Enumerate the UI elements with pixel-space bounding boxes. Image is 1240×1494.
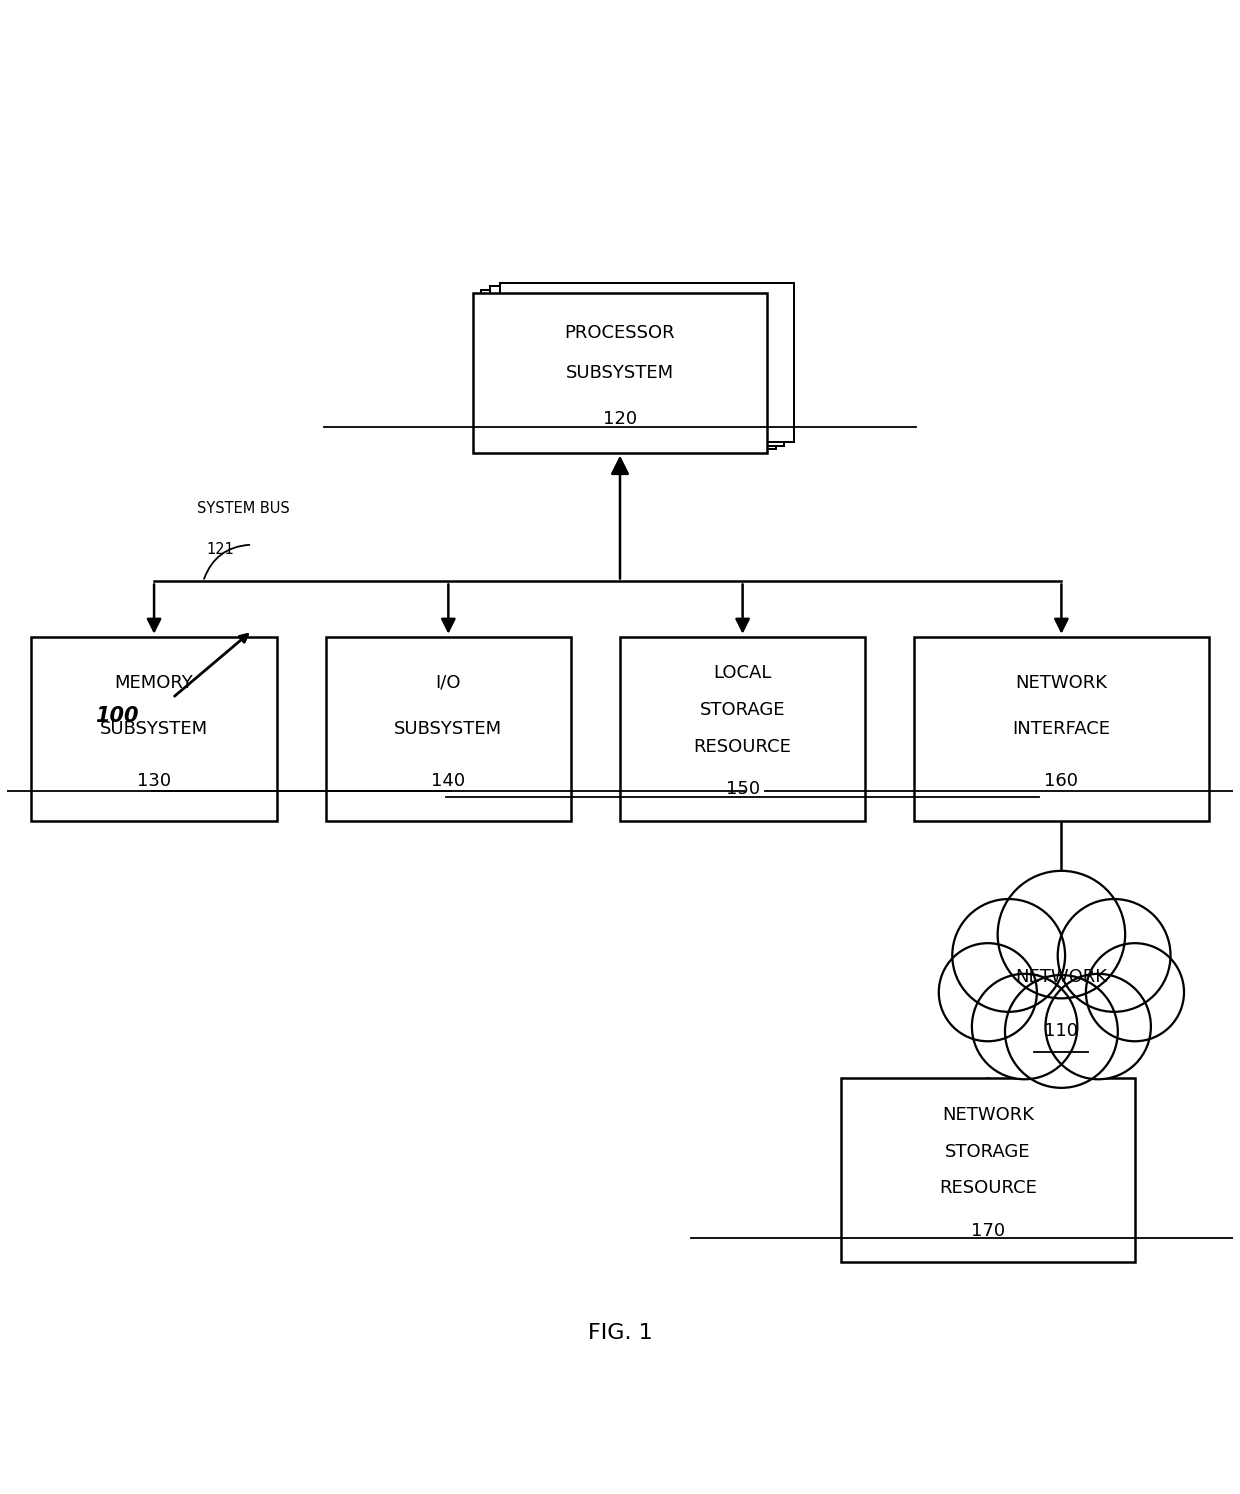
Text: STORAGE: STORAGE xyxy=(945,1143,1030,1161)
Text: SYSTEM BUS: SYSTEM BUS xyxy=(197,502,290,517)
Circle shape xyxy=(1045,974,1151,1079)
Bar xyxy=(914,636,1209,820)
Text: 170: 170 xyxy=(971,1222,1004,1240)
Bar xyxy=(500,282,794,442)
Text: STORAGE: STORAGE xyxy=(699,701,785,719)
Text: NETWORK: NETWORK xyxy=(942,1106,1034,1123)
Text: 150: 150 xyxy=(725,780,760,798)
Text: 121: 121 xyxy=(207,542,234,557)
Text: SUBSYSTEM: SUBSYSTEM xyxy=(394,720,502,738)
Text: 160: 160 xyxy=(1044,772,1079,790)
Text: 140: 140 xyxy=(432,772,465,790)
Bar xyxy=(326,636,570,820)
Text: PROCESSOR: PROCESSOR xyxy=(564,324,676,342)
Circle shape xyxy=(1004,976,1117,1088)
Bar xyxy=(481,290,776,450)
Text: 110: 110 xyxy=(1044,1022,1079,1040)
Circle shape xyxy=(972,974,1078,1079)
Bar xyxy=(31,636,277,820)
Text: 120: 120 xyxy=(603,409,637,427)
Text: NETWORK: NETWORK xyxy=(1016,674,1107,692)
Text: FIG. 1: FIG. 1 xyxy=(588,1324,652,1343)
Circle shape xyxy=(952,899,1065,1011)
Bar xyxy=(472,293,768,453)
Text: MEMORY: MEMORY xyxy=(115,674,193,692)
Text: 100: 100 xyxy=(95,707,139,726)
Bar xyxy=(841,1079,1135,1262)
Circle shape xyxy=(939,943,1037,1041)
Text: LOCAL: LOCAL xyxy=(713,665,771,683)
Text: I/O: I/O xyxy=(435,674,461,692)
Bar xyxy=(490,287,784,445)
Text: SUBSYSTEM: SUBSYSTEM xyxy=(100,720,208,738)
Text: RESOURCE: RESOURCE xyxy=(693,738,791,756)
Text: NETWORK: NETWORK xyxy=(1016,968,1107,986)
Circle shape xyxy=(1086,943,1184,1041)
Circle shape xyxy=(1058,899,1171,1011)
Text: RESOURCE: RESOURCE xyxy=(939,1179,1037,1197)
Circle shape xyxy=(998,871,1125,998)
Bar xyxy=(620,636,866,820)
Text: SUBSYSTEM: SUBSYSTEM xyxy=(565,365,675,382)
Text: 130: 130 xyxy=(136,772,171,790)
Text: INTERFACE: INTERFACE xyxy=(1012,720,1110,738)
